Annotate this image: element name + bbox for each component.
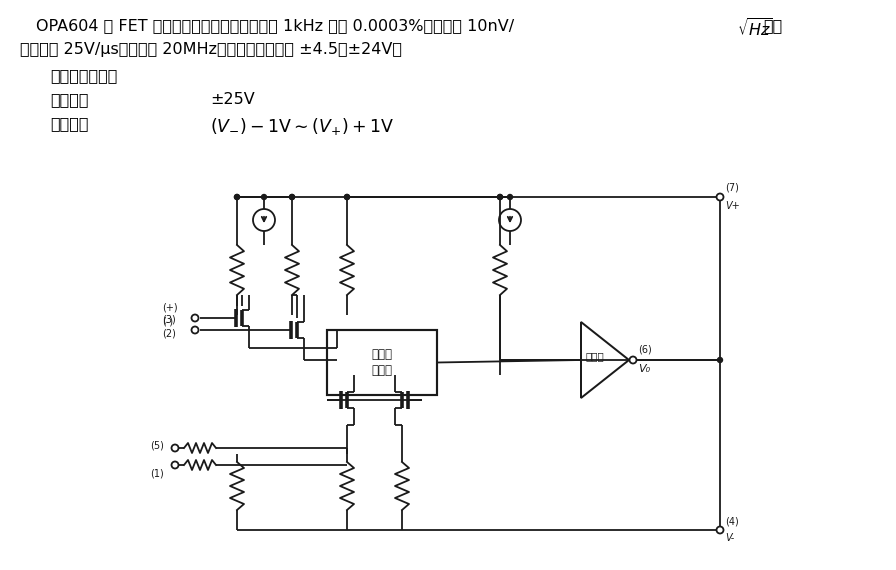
Text: (6): (6) (638, 344, 651, 354)
Text: $(V_{-})-1\mathrm{V}\sim(V_{+})+1\mathrm{V}$: $(V_{-})-1\mathrm{V}\sim(V_{+})+1\mathrm… (210, 116, 394, 137)
Text: 输出级: 输出级 (586, 351, 605, 361)
Text: (4): (4) (725, 517, 738, 527)
Text: ±25V: ±25V (210, 92, 254, 107)
Text: (2): (2) (162, 329, 176, 339)
Circle shape (171, 445, 178, 451)
Text: ，高: ，高 (763, 18, 782, 33)
Text: 最大绝对额定值: 最大绝对额定值 (50, 68, 117, 83)
Circle shape (262, 194, 266, 199)
Circle shape (630, 356, 636, 364)
Text: (1): (1) (150, 468, 164, 478)
Bar (327, 330, 437, 395)
Text: (+): (+) (162, 303, 177, 313)
Text: V+: V+ (725, 201, 740, 211)
Text: 失真抑: 失真抑 (372, 348, 392, 361)
Circle shape (497, 194, 503, 199)
Text: (7): (7) (725, 183, 739, 193)
Circle shape (289, 194, 295, 199)
Circle shape (718, 357, 722, 363)
Circle shape (717, 527, 723, 534)
Text: (3): (3) (162, 315, 176, 325)
Circle shape (289, 194, 295, 199)
Circle shape (507, 194, 513, 199)
Text: (-): (-) (162, 317, 173, 327)
Circle shape (497, 194, 503, 199)
Circle shape (344, 194, 349, 199)
Text: (5): (5) (150, 440, 164, 450)
Circle shape (344, 194, 349, 199)
Text: V₀: V₀ (638, 364, 650, 374)
Text: OPA604 是 FET 输入运算放大器。低失真，在 1kHz 时为 0.0003%，低噪声 10nV/: OPA604 是 FET 输入运算放大器。低失真，在 1kHz 时为 0.000… (36, 18, 514, 33)
Text: $\sqrt{Hz}$: $\sqrt{Hz}$ (737, 18, 773, 40)
Text: 输入电压: 输入电压 (50, 116, 89, 131)
Text: 制电路: 制电路 (372, 364, 392, 377)
Circle shape (192, 315, 199, 321)
Circle shape (171, 462, 178, 469)
Text: 转换速率 25V/μs，宽频带 20MHz，宽电源电压范围 ±4.5～±24V。: 转换速率 25V/μs，宽频带 20MHz，宽电源电压范围 ±4.5～±24V。 (20, 42, 402, 57)
Text: V-: V- (725, 533, 734, 543)
Circle shape (235, 194, 239, 199)
Circle shape (192, 327, 199, 333)
Circle shape (235, 194, 239, 199)
Circle shape (717, 193, 723, 201)
Text: 电源电压: 电源电压 (50, 92, 89, 107)
